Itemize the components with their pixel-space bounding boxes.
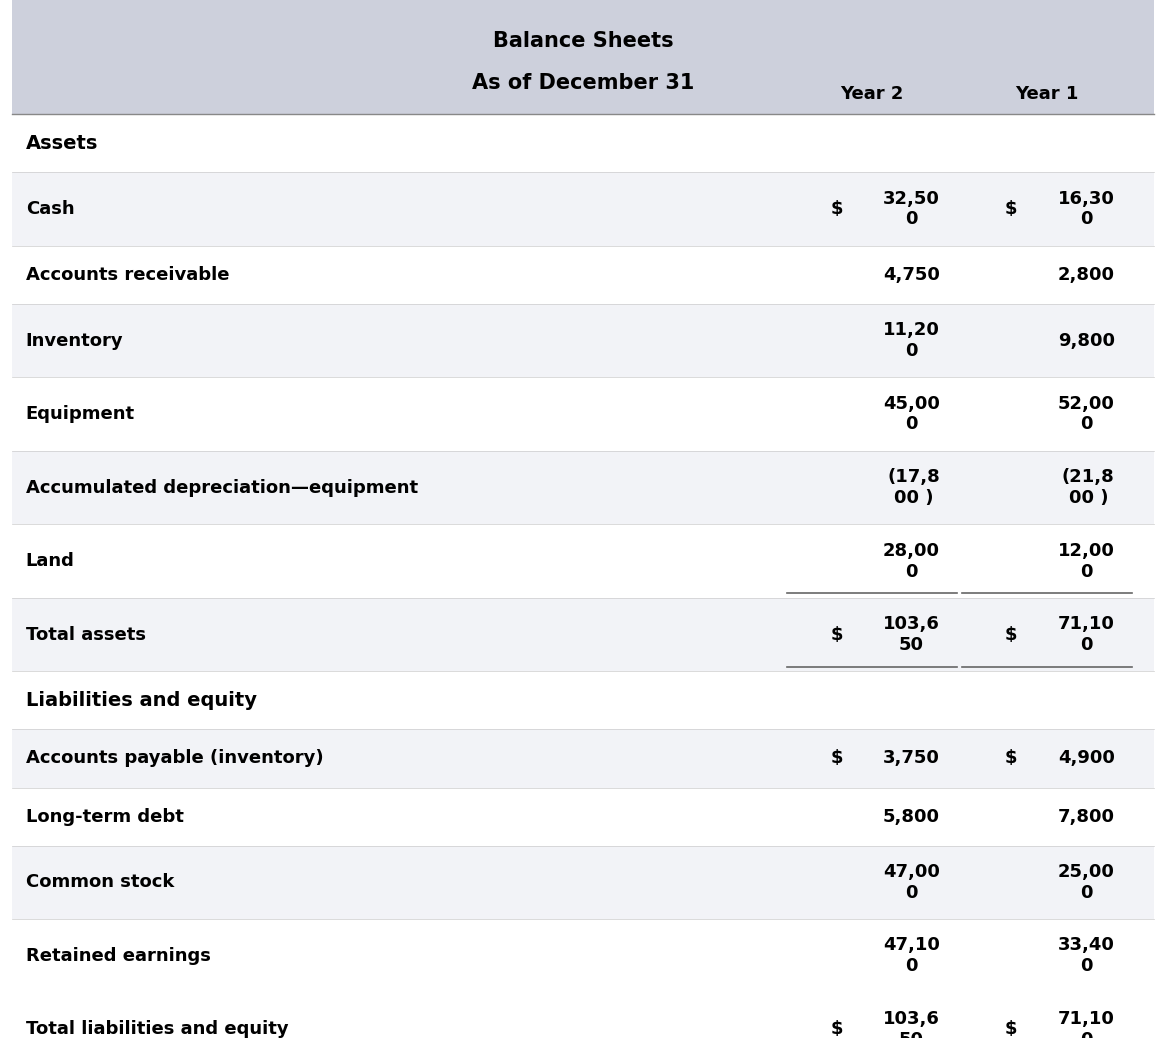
FancyBboxPatch shape xyxy=(12,730,1154,788)
Text: Retained earnings: Retained earnings xyxy=(26,947,211,965)
Text: $: $ xyxy=(830,200,843,218)
FancyBboxPatch shape xyxy=(12,788,1154,846)
FancyBboxPatch shape xyxy=(12,450,1154,524)
Text: Assets: Assets xyxy=(26,134,98,153)
FancyBboxPatch shape xyxy=(12,114,1154,172)
Text: Liabilities and equity: Liabilities and equity xyxy=(26,691,257,710)
Text: 12,00
0: 12,00 0 xyxy=(1058,542,1115,580)
Text: $: $ xyxy=(1005,749,1018,767)
Text: 32,50
0: 32,50 0 xyxy=(883,190,940,228)
Text: $: $ xyxy=(1005,1020,1018,1038)
Text: Accounts receivable: Accounts receivable xyxy=(26,266,230,283)
FancyBboxPatch shape xyxy=(12,992,1154,1038)
Text: 11,20
0: 11,20 0 xyxy=(883,321,940,360)
Text: 45,00
0: 45,00 0 xyxy=(883,394,940,434)
Text: Total liabilities and equity: Total liabilities and equity xyxy=(26,1020,288,1038)
FancyBboxPatch shape xyxy=(12,172,1154,246)
Text: 52,00
0: 52,00 0 xyxy=(1058,394,1115,434)
Text: 103,6
50: 103,6 50 xyxy=(883,1010,940,1038)
Text: Year 2: Year 2 xyxy=(841,85,904,103)
FancyBboxPatch shape xyxy=(12,0,1154,114)
FancyBboxPatch shape xyxy=(12,672,1154,730)
FancyBboxPatch shape xyxy=(12,246,1154,304)
Text: Total assets: Total assets xyxy=(26,626,146,644)
Text: Long-term debt: Long-term debt xyxy=(26,808,183,825)
Text: 2,800: 2,800 xyxy=(1058,266,1115,283)
FancyBboxPatch shape xyxy=(12,377,1154,450)
Text: (21,8
00 ): (21,8 00 ) xyxy=(1062,468,1115,507)
Text: 7,800: 7,800 xyxy=(1058,808,1115,825)
Text: 71,10
0: 71,10 0 xyxy=(1058,1010,1115,1038)
Text: $: $ xyxy=(830,626,843,644)
Text: As of December 31: As of December 31 xyxy=(472,73,694,92)
Text: 9,800: 9,800 xyxy=(1058,331,1115,350)
Text: $: $ xyxy=(1005,626,1018,644)
Text: (17,8
00 ): (17,8 00 ) xyxy=(887,468,940,507)
Text: Common stock: Common stock xyxy=(26,873,174,892)
Text: 5,800: 5,800 xyxy=(883,808,940,825)
FancyBboxPatch shape xyxy=(12,304,1154,377)
Text: 47,10
0: 47,10 0 xyxy=(883,936,940,976)
Text: 33,40
0: 33,40 0 xyxy=(1058,936,1115,976)
Text: Cash: Cash xyxy=(26,200,75,218)
Text: Accumulated depreciation—equipment: Accumulated depreciation—equipment xyxy=(26,479,417,496)
Text: 28,00
0: 28,00 0 xyxy=(883,542,940,580)
Text: Balance Sheets: Balance Sheets xyxy=(493,31,673,51)
Text: 16,30
0: 16,30 0 xyxy=(1058,190,1115,228)
Text: 103,6
50: 103,6 50 xyxy=(883,616,940,654)
Text: Land: Land xyxy=(26,552,75,570)
Text: Equipment: Equipment xyxy=(26,405,135,424)
Text: 3,750: 3,750 xyxy=(883,749,940,767)
Text: Year 1: Year 1 xyxy=(1016,85,1079,103)
Text: Inventory: Inventory xyxy=(26,331,124,350)
Text: 4,750: 4,750 xyxy=(883,266,940,283)
Text: 4,900: 4,900 xyxy=(1058,749,1115,767)
FancyBboxPatch shape xyxy=(12,846,1154,919)
Text: 47,00
0: 47,00 0 xyxy=(883,863,940,902)
FancyBboxPatch shape xyxy=(12,524,1154,598)
Text: $: $ xyxy=(830,1020,843,1038)
Text: Accounts payable (inventory): Accounts payable (inventory) xyxy=(26,749,323,767)
Text: $: $ xyxy=(1005,200,1018,218)
FancyBboxPatch shape xyxy=(12,598,1154,672)
Text: 25,00
0: 25,00 0 xyxy=(1058,863,1115,902)
Text: $: $ xyxy=(830,749,843,767)
Text: 71,10
0: 71,10 0 xyxy=(1058,616,1115,654)
FancyBboxPatch shape xyxy=(12,919,1154,992)
